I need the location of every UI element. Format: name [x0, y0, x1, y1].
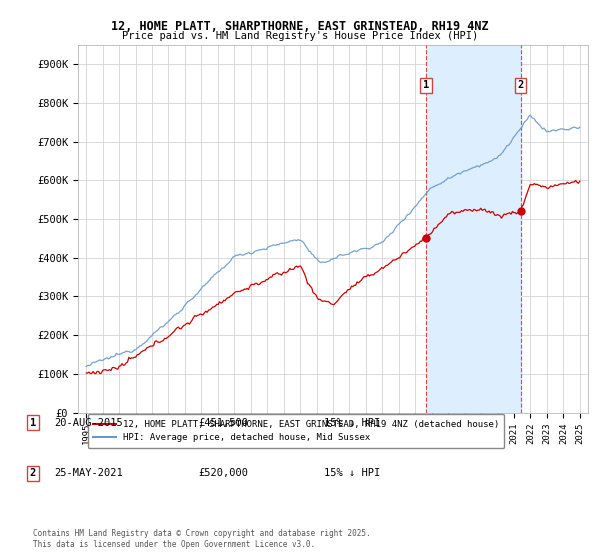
Text: £451,500: £451,500	[198, 418, 248, 428]
Text: Contains HM Land Registry data © Crown copyright and database right 2025.
This d: Contains HM Land Registry data © Crown c…	[33, 529, 371, 549]
Text: Price paid vs. HM Land Registry's House Price Index (HPI): Price paid vs. HM Land Registry's House …	[122, 31, 478, 41]
Text: 1: 1	[30, 418, 36, 428]
Text: 12, HOME PLATT, SHARPTHORNE, EAST GRINSTEAD, RH19 4NZ: 12, HOME PLATT, SHARPTHORNE, EAST GRINST…	[111, 20, 489, 32]
Text: 2: 2	[517, 80, 524, 90]
Bar	[426, 45, 521, 413]
Text: 1: 1	[422, 80, 429, 90]
Text: 15% ↓ HPI: 15% ↓ HPI	[324, 468, 380, 478]
Text: 25-MAY-2021: 25-MAY-2021	[54, 468, 123, 478]
Text: 20-AUG-2015: 20-AUG-2015	[54, 418, 123, 428]
Text: 15% ↓ HPI: 15% ↓ HPI	[324, 418, 380, 428]
Text: 2: 2	[30, 468, 36, 478]
Legend: 12, HOME PLATT, SHARPTHORNE, EAST GRINSTEAD, RH19 4NZ (detached house), HPI: Ave: 12, HOME PLATT, SHARPTHORNE, EAST GRINST…	[88, 414, 505, 448]
Text: £520,000: £520,000	[198, 468, 248, 478]
